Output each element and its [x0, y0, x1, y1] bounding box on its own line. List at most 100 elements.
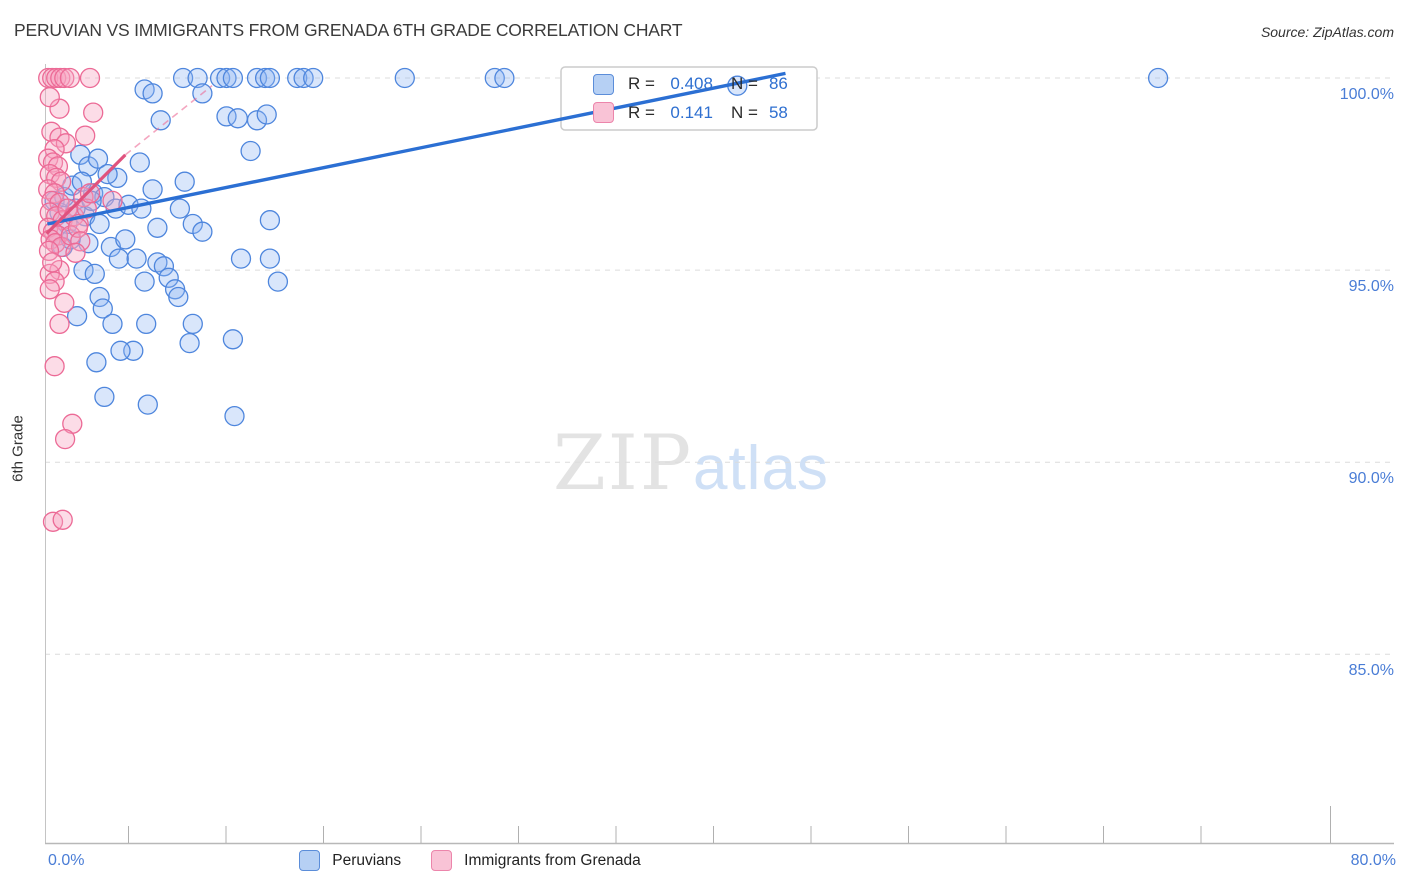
- scatter-point-peruvians: [137, 394, 158, 415]
- scatter-point-grenada: [65, 242, 86, 263]
- scatter-point-peruvians: [147, 217, 168, 238]
- scatter-point-peruvians: [94, 386, 115, 408]
- grenada-trend-dashed: [124, 85, 213, 156]
- scatter-point-grenada: [42, 252, 63, 273]
- legend-item-grenada: Immigrants from Grenada: [431, 850, 641, 871]
- scatter-point-peruvians: [246, 110, 268, 131]
- y-axis-title: 6th Grade: [9, 415, 27, 482]
- scatter-point-peruvians: [394, 67, 415, 89]
- n-value: 58: [768, 102, 788, 122]
- scatter-point-grenada: [79, 183, 101, 204]
- watermark-atlas-text: atlas: [692, 434, 829, 503]
- peruvians-swatch: [593, 73, 614, 95]
- series-legend: Peruvians Immigrants from Grenada: [0, 850, 940, 871]
- scatter-point-peruvians: [87, 148, 109, 169]
- y-tick-100: 100.0%: [1339, 86, 1394, 103]
- x-tick-min: 0.0%: [48, 852, 85, 869]
- scatter-point-grenada: [44, 356, 65, 377]
- scatter-point-peruvians: [147, 252, 168, 273]
- scatter-point-peruvians: [259, 210, 281, 231]
- scatter-point-peruvians: [142, 179, 163, 200]
- scatter-point-peruvians: [168, 286, 189, 308]
- page-title: PERUVIAN VS IMMIGRANTS FROM GRENADA 6TH …: [14, 20, 683, 40]
- scatter-point-grenada: [55, 133, 77, 154]
- trend-lines: [45, 71, 786, 235]
- scatter-point-grenada: [83, 102, 104, 123]
- y-tick-95: 95.0%: [1348, 278, 1394, 296]
- scatter-point-peruvians: [240, 140, 261, 162]
- correlation-legend-box: R = 0.408 N = 86 R = 0.141 N = 58: [561, 67, 817, 130]
- scatter-point-peruvians: [129, 152, 150, 173]
- scatter-point-grenada: [75, 125, 96, 146]
- scatter-point-peruvians: [153, 256, 175, 277]
- legend-box-frame: [560, 66, 818, 131]
- scatter-point-peruvians: [73, 259, 94, 281]
- scatter-point-peruvians: [259, 67, 281, 89]
- peruvians-trend-solid: [47, 71, 786, 226]
- grenada-trend-solid: [45, 153, 127, 235]
- scatter-point-peruvians: [222, 67, 244, 89]
- scatter-point-peruvians: [267, 271, 289, 292]
- legend-row-peruvians: R = 0.408 N = 86: [561, 71, 817, 97]
- gridlines: [45, 77, 1394, 655]
- scatter-point-grenada: [38, 240, 60, 262]
- scatter-point-grenada: [49, 127, 70, 148]
- scatter-point-peruvians: [66, 306, 88, 327]
- scatter-point-peruvians: [126, 248, 147, 269]
- scatter-point-peruvians: [192, 221, 213, 242]
- scatter-point-peruvians: [256, 104, 277, 125]
- scatter-point-grenada: [49, 313, 70, 335]
- r-label: R =: [628, 74, 655, 94]
- scatter-point-peruvians: [108, 248, 130, 269]
- scatter-point-peruvians: [110, 340, 131, 361]
- r-label: R =: [628, 102, 655, 122]
- scatter-point-peruvians: [71, 171, 93, 192]
- r-value: 0.141: [670, 102, 713, 122]
- legend-label: Immigrants from Grenada: [464, 851, 641, 869]
- n-label: N =: [730, 74, 758, 94]
- r-value: 0.408: [670, 74, 713, 94]
- n-label: N =: [730, 102, 758, 122]
- scatter-point-peruvians: [216, 67, 237, 89]
- scatter-point-peruvians: [115, 229, 136, 250]
- axes: [45, 64, 1394, 845]
- scatter-point-peruvians: [169, 198, 191, 219]
- scatter-point-peruvians: [84, 263, 105, 285]
- scatter-point-peruvians: [187, 67, 208, 89]
- scatter-point-peruvians: [227, 108, 248, 129]
- x-tick-max: 80.0%: [1350, 852, 1396, 869]
- scatter-point-peruvians: [494, 67, 515, 89]
- peruvians-swatch: [299, 850, 321, 871]
- scatter-point-peruvians: [224, 405, 245, 427]
- scatter-point-grenada: [59, 67, 81, 89]
- scatter-point-peruvians: [182, 313, 203, 335]
- legend-box-background: [560, 66, 818, 131]
- scatter-point-grenada: [102, 190, 123, 212]
- scatter-points: [38, 67, 1169, 532]
- scatter-point-peruvians: [150, 110, 171, 131]
- scatter-point-grenada: [39, 279, 60, 300]
- scatter-point-peruvians: [222, 329, 244, 350]
- scatter-point-peruvians: [254, 67, 276, 89]
- y-tick-90: 90.0%: [1348, 470, 1394, 488]
- y-tick-85: 85.0%: [1348, 662, 1394, 680]
- grenada-swatch: [431, 850, 453, 871]
- legend-label: Peruvians: [332, 851, 402, 869]
- scatter-point-peruvians: [136, 313, 157, 335]
- scatter-point-peruvians: [303, 67, 324, 89]
- scatter-point-grenada: [39, 163, 60, 185]
- scatter-point-grenada: [52, 509, 73, 530]
- scatter-point-peruvians: [86, 352, 107, 373]
- scatter-point-peruvians: [89, 286, 110, 308]
- scatter-point-peruvians: [142, 83, 163, 104]
- scatter-point-grenada: [54, 292, 75, 313]
- scatter-point-peruvians: [230, 248, 252, 269]
- scatter-point-grenada: [54, 67, 75, 89]
- scatter-point-peruvians: [89, 213, 110, 235]
- scatter-point-peruvians: [1147, 67, 1169, 89]
- scatter-point-peruvians: [174, 171, 195, 192]
- scatter-point-grenada: [70, 231, 91, 252]
- legend-item-peruvians: Peruvians: [299, 850, 401, 871]
- scatter-point-peruvians: [102, 313, 123, 335]
